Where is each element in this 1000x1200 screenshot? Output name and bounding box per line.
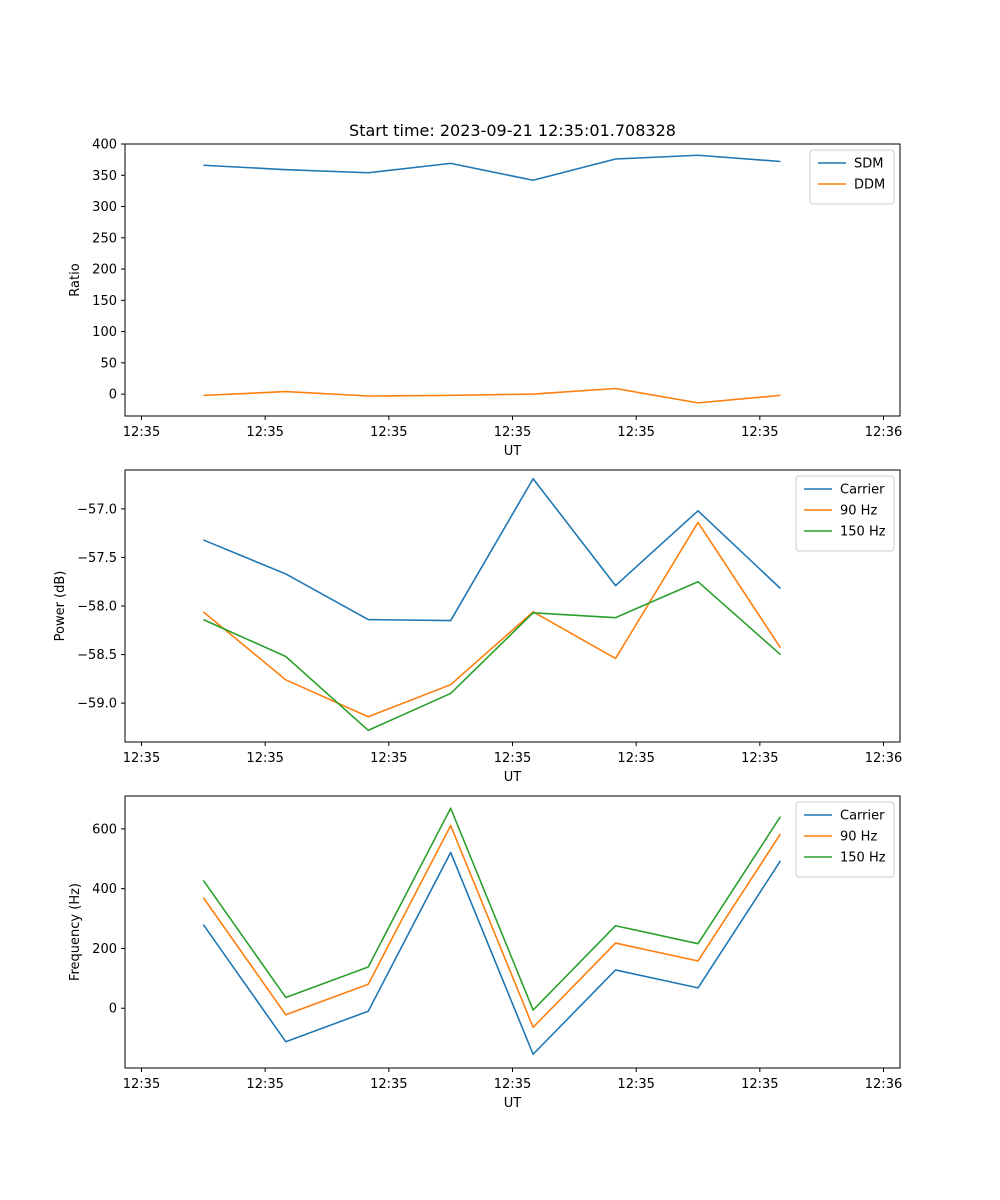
series-line-carrier (203, 477, 781, 622)
chart-panel-1: Start time: 2023-09-21 12:35:01.708328 12… (68, 121, 902, 459)
chart-panel-3: 12:35 12:35 12:35 12:35 12:35 12:35 12:36 0 200 4… (68, 795, 902, 1111)
series-line-ddm (203, 387, 781, 404)
x-axis-label: UT (504, 444, 522, 459)
y-axis-label: Power (dB) (53, 571, 68, 642)
y-tick-label: 0 (109, 1002, 117, 1017)
plot-frame (124, 143, 901, 417)
x-tick-label: 12:35 (370, 751, 407, 766)
x-tick-label: 12:35 (246, 1077, 283, 1092)
legend-label: 150 Hz (840, 851, 886, 866)
x-tick-label: 12:35 (246, 751, 283, 766)
y-tick-label: 600 (92, 822, 117, 837)
x-tick-label: 12:35 (617, 1077, 654, 1092)
x-tick-label: 12:35 (494, 425, 531, 440)
y-tick-label: 350 (92, 169, 117, 184)
x-tick-label: 12:35 (123, 425, 160, 440)
x-tick-label: 12:35 (370, 1077, 407, 1092)
legend: Carrier 90 Hz 150 Hz (795, 475, 895, 552)
y-tick-label: 400 (92, 138, 117, 153)
chart-title: Start time: 2023-09-21 12:35:01.708328 (349, 121, 676, 140)
y-tick-label: −57.5 (77, 551, 117, 566)
x-tick-label: 12:35 (741, 425, 778, 440)
legend-label: Carrier (840, 483, 885, 498)
x-tick-label: 12:35 (741, 1077, 778, 1092)
y-axis-label: Frequency (Hz) (68, 883, 83, 981)
x-tick-label: 12:35 (123, 1077, 160, 1092)
plot-frame (124, 469, 901, 743)
y-tick-label: 400 (92, 882, 117, 897)
y-tick-label: 0 (109, 388, 117, 403)
y-tick-label: −59.0 (77, 697, 117, 712)
x-tick-label: 12:35 (246, 425, 283, 440)
series-line-sdm (203, 154, 781, 182)
x-tick-label: 12:36 (865, 751, 902, 766)
y-tick-label: −57.0 (77, 502, 117, 517)
chart-panel-2: 12:35 12:35 12:35 12:35 12:35 12:35 12:36 −59.0… (53, 469, 902, 785)
legend-box (795, 801, 895, 878)
legend-label: 150 Hz (840, 525, 886, 540)
x-tick-label: 12:36 (865, 425, 902, 440)
x-axis-label: UT (504, 1096, 522, 1111)
x-tick-label: 12:35 (617, 751, 654, 766)
legend-box (795, 475, 895, 552)
x-tick-label: 12:36 (865, 1077, 902, 1092)
x-tick-label: 12:35 (741, 751, 778, 766)
y-tick-label: 100 (92, 325, 117, 340)
legend-label: Carrier (840, 809, 885, 824)
legend-label: SDM (854, 157, 883, 172)
y-tick-label: −58.5 (77, 648, 117, 663)
plot-frame (124, 795, 901, 1069)
series-line-150-hz (202, 580, 781, 732)
y-tick-label: 250 (92, 231, 117, 246)
x-tick-label: 12:35 (123, 751, 160, 766)
series-line-90-hz (202, 824, 782, 1029)
legend-label: 90 Hz (840, 830, 877, 845)
x-tick-label: 12:35 (370, 425, 407, 440)
legend: SDM DDM (809, 149, 895, 205)
legend-label: 90 Hz (840, 504, 877, 519)
series-line-150-hz (202, 807, 782, 1011)
y-tick-label: −58.0 (77, 600, 117, 615)
x-axis-label: UT (504, 770, 522, 785)
x-tick-label: 12:35 (494, 751, 531, 766)
y-tick-label: 50 (100, 356, 117, 371)
x-tick-label: 12:35 (617, 425, 654, 440)
legend: Carrier 90 Hz 150 Hz (795, 801, 895, 878)
y-tick-label: 150 (92, 294, 117, 309)
y-tick-label: 300 (92, 200, 117, 215)
y-tick-label: 200 (92, 263, 117, 278)
x-tick-label: 12:35 (494, 1077, 531, 1092)
series-line-90-hz (202, 521, 782, 718)
series-line-carrier (202, 851, 782, 1056)
legend-label: DDM (854, 178, 885, 193)
y-axis-label: Ratio (68, 263, 83, 296)
y-tick-label: 200 (92, 942, 117, 957)
